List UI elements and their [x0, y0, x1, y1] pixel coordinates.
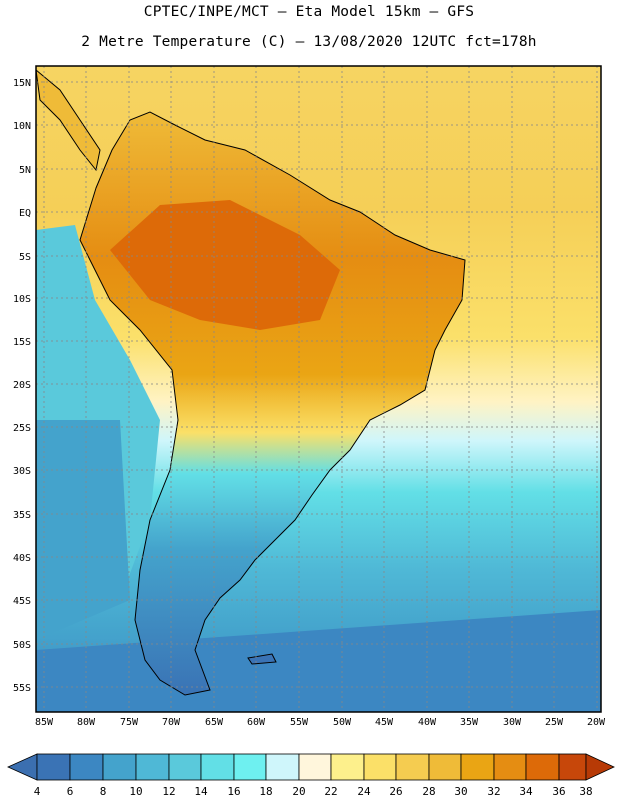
- colorbar-swatch-6: [200, 753, 235, 781]
- lon-label-45w: 45W: [375, 717, 394, 728]
- lat-label-35s: 35S: [13, 510, 31, 521]
- colorbar-swatch-8: [265, 753, 300, 781]
- lon-label-55w: 55W: [290, 717, 309, 728]
- colorbar: 4 6 8 10 12 14 16 18 20 22 24 26 28 30 3…: [7, 753, 615, 798]
- colorbar-label-14: 14: [194, 785, 208, 798]
- central-america-land: [36, 69, 101, 172]
- lat-label-5s: 5S: [19, 252, 31, 263]
- colorbar-swatch-1: [36, 753, 71, 781]
- lon-label-85w: 85W: [35, 717, 54, 728]
- colorbar-swatch-4: [135, 753, 170, 781]
- colorbar-swatch-14: [460, 753, 495, 781]
- colorbar-label-6: 6: [67, 785, 74, 798]
- map-frame: [35, 65, 602, 713]
- falkland-islands: [247, 653, 277, 665]
- lat-label-eq: EQ: [19, 208, 31, 219]
- colorbar-label-24: 24: [357, 785, 371, 798]
- colorbar-swatch-12: [395, 753, 430, 781]
- lon-label-70w: 70W: [162, 717, 181, 728]
- colorbar-label-10: 10: [129, 785, 142, 798]
- colorbar-swatch-2: [69, 753, 104, 781]
- colorbar-swatch-17: [558, 753, 587, 781]
- colorbar-swatch-3: [102, 753, 137, 781]
- colorbar-swatch-11: [363, 753, 397, 781]
- title-line-1: CPTEC/INPE/MCT – Eta Model 15km – GFS: [143, 4, 475, 20]
- colorbar-label-12: 12: [162, 785, 175, 798]
- lat-label-50s: 50S: [13, 640, 31, 651]
- lat-label-15s: 15S: [13, 337, 31, 348]
- lon-label-35w: 35W: [460, 717, 479, 728]
- lat-label-25s: 25S: [13, 423, 31, 434]
- colorbar-label-34: 34: [519, 785, 533, 798]
- colorbar-label-8: 8: [100, 785, 107, 798]
- colorbar-swatch-15: [493, 753, 527, 781]
- lon-label-25w: 25W: [545, 717, 564, 728]
- pacific-cold-water: [36, 420, 130, 640]
- colorbar-min-arrow: [7, 753, 38, 781]
- colorbar-max-arrow: [585, 753, 615, 781]
- lat-label-55s: 55S: [13, 683, 31, 694]
- colorbar-label-20: 20: [292, 785, 305, 798]
- lat-label-5n: 5N: [19, 165, 31, 176]
- colorbar-swatch-16: [525, 753, 560, 781]
- colorbar-swatch-13: [428, 753, 462, 781]
- colorbar-label-16: 16: [227, 785, 240, 798]
- lat-label-45s: 45S: [13, 596, 31, 607]
- colorbar-swatch-5: [168, 753, 202, 781]
- colorbar-label-38: 38: [579, 785, 592, 798]
- lon-label-30w: 30W: [503, 717, 522, 728]
- title-line-2: 2 Metre Temperature (C) – 13/08/2020 12U…: [81, 34, 537, 50]
- colorbar-label-36: 36: [552, 785, 565, 798]
- lon-label-75w: 75W: [120, 717, 139, 728]
- lat-label-30s: 30S: [13, 466, 31, 477]
- colorbar-label-22: 22: [324, 785, 337, 798]
- latitude-labels: 15N 10N 5N EQ 5S 10S 15S 20S 25S 30S 35S…: [13, 78, 31, 694]
- lon-label-60w: 60W: [247, 717, 266, 728]
- colorbar-swatch-10: [330, 753, 365, 781]
- lon-label-20w: 20W: [587, 717, 606, 728]
- lat-label-10s: 10S: [13, 294, 31, 305]
- lat-label-20s: 20S: [13, 380, 31, 391]
- colorbar-label-26: 26: [389, 785, 402, 798]
- colorbar-swatch-7: [233, 753, 267, 781]
- longitude-labels: 85W 80W 75W 70W 65W 60W 55W 50W 45W 40W …: [35, 717, 606, 728]
- lon-label-40w: 40W: [418, 717, 437, 728]
- lat-label-40s: 40S: [13, 553, 31, 564]
- colorbar-label-30: 30: [454, 785, 467, 798]
- lon-label-65w: 65W: [205, 717, 224, 728]
- lon-label-50w: 50W: [333, 717, 352, 728]
- map-grid: [36, 66, 601, 712]
- colorbar-swatch-9: [298, 753, 332, 781]
- colorbar-label-18: 18: [259, 785, 272, 798]
- lat-label-10n: 10N: [13, 121, 31, 132]
- colorbar-label-32: 32: [487, 785, 500, 798]
- lon-label-80w: 80W: [77, 717, 96, 728]
- colorbar-label-4: 4: [34, 785, 41, 798]
- lat-label-15n: 15N: [13, 78, 31, 89]
- colorbar-label-28: 28: [422, 785, 435, 798]
